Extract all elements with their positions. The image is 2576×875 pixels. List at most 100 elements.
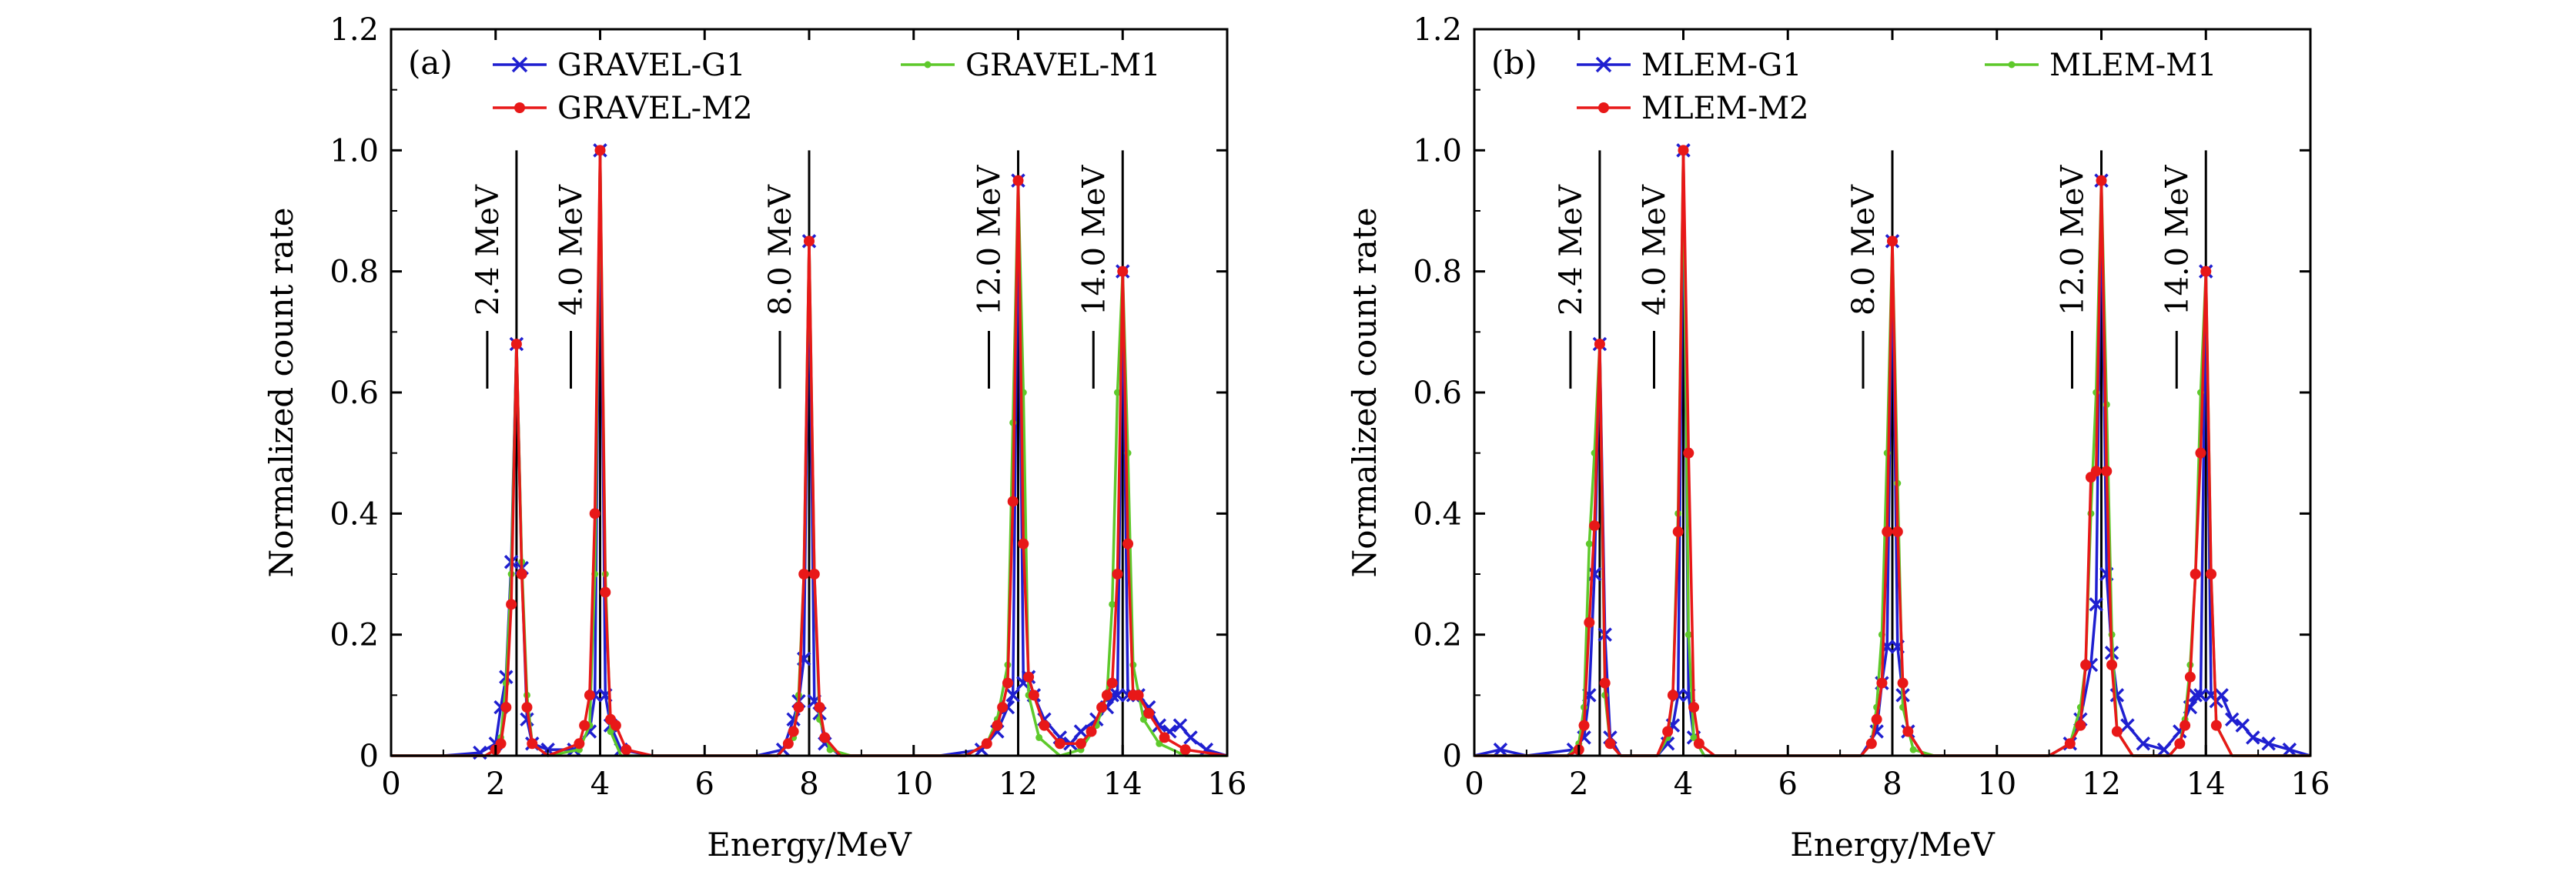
panel-label: (b) xyxy=(1491,44,1537,82)
legend: GRAVEL-G1 GRAVEL-M1 GRAVEL-M2 xyxy=(493,48,1161,126)
x-tick-label: 6 xyxy=(695,766,714,802)
data-point xyxy=(1054,738,1066,750)
data-point xyxy=(2200,266,2212,277)
data-point xyxy=(1584,616,1595,628)
x-tick-label: 2 xyxy=(486,766,505,802)
data-point xyxy=(2101,466,2113,477)
data-point xyxy=(1909,746,1917,753)
data-point xyxy=(997,702,1009,713)
data-point xyxy=(2075,720,2086,731)
data-point xyxy=(1871,713,1882,725)
data-point xyxy=(1018,538,1029,549)
y-tick-label: 1.0 xyxy=(1413,133,1462,169)
x-tick-label: 12 xyxy=(999,766,1038,802)
data-point xyxy=(2111,726,2123,737)
data-point xyxy=(2064,738,2076,750)
x-tick-label: 16 xyxy=(1208,766,1247,802)
data-point xyxy=(579,720,590,731)
peak-label-group: 14.0 MeV xyxy=(1076,165,1112,389)
data-point xyxy=(1132,690,1144,701)
data-point xyxy=(2180,720,2191,731)
data-point xyxy=(1075,738,1086,750)
peak-label: 4.0 MeV xyxy=(554,184,590,316)
x-tick-label: 12 xyxy=(2082,766,2121,802)
data-point xyxy=(1179,744,1191,756)
panel-a: 2.4 MeV 4.0 MeV 8.0 MeV 12.0 MeV 14.0 MeV 0 2 4… xyxy=(263,12,1246,863)
peak-label: 2.4 MeV xyxy=(470,184,506,316)
data-point xyxy=(1688,702,1700,713)
y-tick-label: 0.6 xyxy=(330,376,379,411)
data-point xyxy=(1143,707,1155,719)
data-point xyxy=(1882,526,1893,537)
data-point xyxy=(2224,712,2240,727)
x-tick-label: 0 xyxy=(381,766,400,802)
legend-item: GRAVEL-M2 xyxy=(493,91,753,126)
legend-item: GRAVEL-G1 xyxy=(493,48,746,83)
peak-label-group: 4.0 MeV xyxy=(1638,184,1673,389)
data-point xyxy=(584,690,595,701)
x-tick-label: 0 xyxy=(1464,766,1484,802)
data-point xyxy=(594,145,606,156)
data-point xyxy=(1028,690,1039,701)
data-point xyxy=(1086,726,1097,737)
data-point xyxy=(527,738,538,750)
legend: MLEM-G1 MLEM-M1 MLEM-M2 xyxy=(1577,48,2217,126)
legend-item: MLEM-M1 xyxy=(1985,48,2217,83)
data-point xyxy=(2206,569,2217,579)
data-point xyxy=(2136,736,2151,751)
data-point xyxy=(516,569,527,579)
legend-marker xyxy=(514,102,525,113)
data-point xyxy=(2210,720,2222,731)
legend-item: MLEM-G1 xyxy=(1577,48,1802,83)
series-mlem-m2 xyxy=(1474,145,2310,757)
series-gravel-m2 xyxy=(391,145,1228,757)
x-tick-label: 16 xyxy=(2291,766,2330,802)
data-point xyxy=(1035,733,1043,741)
legend-label: GRAVEL-M1 xyxy=(965,48,1161,83)
x-axis-title: Energy/MeV xyxy=(707,826,912,863)
data-point xyxy=(2214,688,2229,703)
data-point xyxy=(1039,720,1050,731)
legend-label: MLEM-M2 xyxy=(1641,91,1809,126)
y-tick-label: 0.4 xyxy=(330,496,379,532)
peak-label-group: 12.0 MeV xyxy=(2056,165,2091,389)
data-point xyxy=(1112,569,1123,579)
peak-label: 8.0 MeV xyxy=(1846,184,1882,316)
peak-label: 4.0 MeV xyxy=(1638,184,1673,316)
peak-label: 14.0 MeV xyxy=(1076,165,1112,316)
x-tick-label: 6 xyxy=(1778,766,1798,802)
peak-label-group: 2.4 MeV xyxy=(470,184,506,389)
data-point xyxy=(1110,688,1125,703)
legend-label: GRAVEL-M2 xyxy=(557,91,753,126)
data-point xyxy=(1690,733,1698,741)
data-point xyxy=(798,569,810,579)
y-axis-title: Normalized count rate xyxy=(263,207,300,577)
data-point xyxy=(607,728,614,736)
data-point xyxy=(1139,716,1147,723)
peak-label: 2.4 MeV xyxy=(1554,184,1589,316)
data-point xyxy=(808,569,820,579)
legend-marker xyxy=(924,61,932,68)
peak-label: 8.0 MeV xyxy=(763,184,798,316)
data-point xyxy=(2089,597,2103,612)
y-tick-label: 0.8 xyxy=(1413,255,1462,290)
data-point xyxy=(1585,540,1593,548)
data-point xyxy=(1589,520,1601,532)
data-point xyxy=(574,738,585,750)
data-point xyxy=(819,732,831,743)
data-point xyxy=(1902,726,1914,737)
y-tick-label: 1.2 xyxy=(330,12,379,48)
data-point xyxy=(1173,718,1188,733)
data-point xyxy=(2184,671,2196,683)
data-point xyxy=(589,508,601,519)
data-point xyxy=(782,738,794,750)
data-point xyxy=(1683,447,1694,459)
y-tick-label: 0.6 xyxy=(1413,376,1462,411)
data-point xyxy=(2282,742,2297,757)
data-point xyxy=(1578,720,1590,731)
data-point xyxy=(2188,688,2203,703)
peak-label-group: 14.0 MeV xyxy=(2159,165,2195,389)
x-tick-label: 8 xyxy=(799,766,818,802)
